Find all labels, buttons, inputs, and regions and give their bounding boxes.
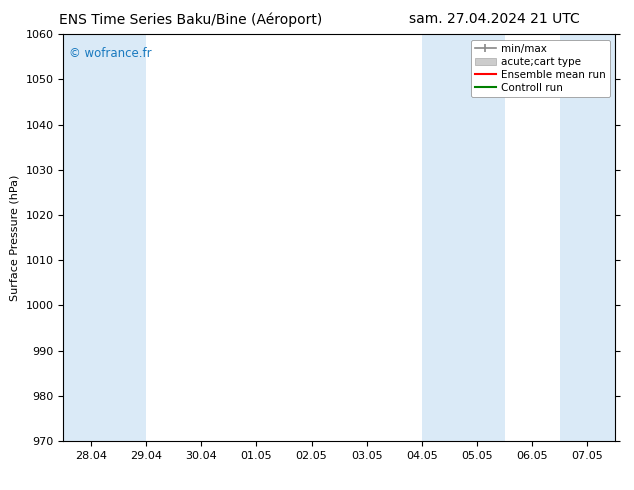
Bar (422, 34, 505, 441)
Bar (63, 34, 146, 441)
Bar (560, 34, 615, 441)
Text: sam. 27.04.2024 21 UTC: sam. 27.04.2024 21 UTC (409, 12, 580, 26)
Text: © wofrance.fr: © wofrance.fr (69, 47, 152, 59)
Legend: min/max, acute;cart type, Ensemble mean run, Controll run: min/max, acute;cart type, Ensemble mean … (470, 40, 610, 97)
Text: ENS Time Series Baku/Bine (Aéroport): ENS Time Series Baku/Bine (Aéroport) (58, 12, 322, 27)
Y-axis label: Surface Pressure (hPa): Surface Pressure (hPa) (10, 174, 20, 301)
